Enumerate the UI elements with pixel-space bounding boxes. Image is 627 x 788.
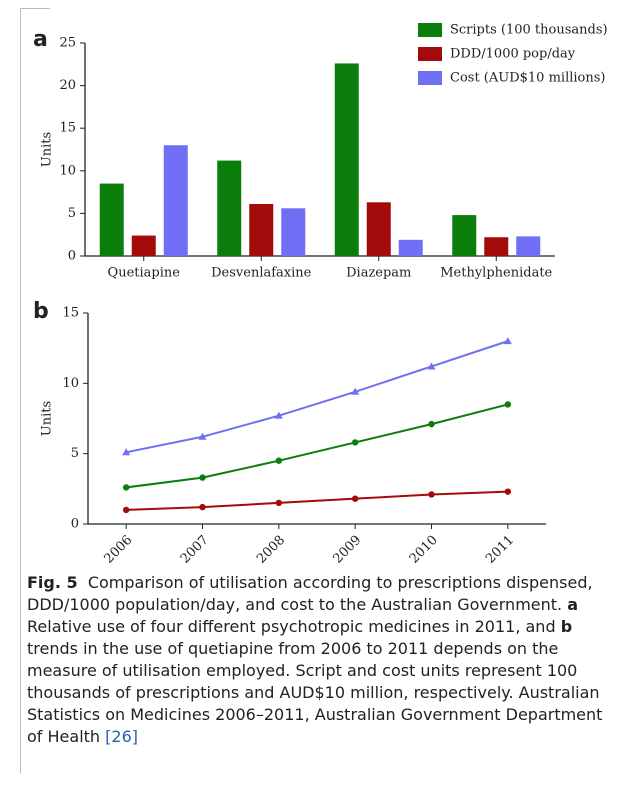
y-tick-label: 5 bbox=[71, 446, 79, 461]
x-tick-label: Diazepam bbox=[346, 266, 411, 281]
line bbox=[125, 340, 509, 454]
point bbox=[351, 495, 359, 502]
x-tick-label: Methylphenidate bbox=[440, 266, 552, 281]
bar bbox=[99, 183, 124, 256]
point bbox=[274, 411, 283, 419]
point bbox=[503, 337, 512, 345]
point bbox=[199, 474, 206, 481]
y-tick-label: 5 bbox=[68, 206, 76, 221]
frame-line bbox=[20, 8, 21, 773]
point bbox=[351, 387, 360, 395]
bar bbox=[484, 237, 509, 256]
y-tick-label: 0 bbox=[68, 249, 76, 264]
caption-bold: a bbox=[567, 595, 578, 614]
point bbox=[199, 503, 206, 511]
legend-swatch bbox=[418, 71, 442, 85]
caption-bold: b bbox=[560, 617, 573, 636]
y-tick-label: 15 bbox=[62, 306, 79, 321]
panel-label: b bbox=[33, 299, 49, 324]
bar bbox=[163, 145, 188, 256]
y-axis-label: Units bbox=[40, 401, 55, 436]
x-tick-label: Desvenlafaxine bbox=[211, 266, 312, 281]
legend-swatch bbox=[418, 23, 442, 37]
legend-label: DDD/1000 pop/day bbox=[450, 47, 576, 62]
x-tick-label: 2008 bbox=[254, 533, 288, 567]
point bbox=[122, 484, 130, 491]
legend-label: Scripts (100 thousands) bbox=[450, 23, 608, 38]
point bbox=[198, 432, 207, 440]
bar bbox=[281, 208, 306, 256]
x-tick-label: 2011 bbox=[483, 533, 517, 567]
bar bbox=[516, 236, 541, 256]
point bbox=[504, 401, 512, 408]
caption-normal: trends in the use of quetiapine from 200… bbox=[27, 617, 608, 746]
point bbox=[122, 448, 131, 456]
caption-bold: Fig. 5 bbox=[27, 573, 78, 592]
bar bbox=[217, 160, 242, 256]
y-tick-label: 10 bbox=[59, 163, 76, 178]
x-tick-label: 2009 bbox=[330, 533, 364, 567]
bar bbox=[131, 235, 156, 256]
line bbox=[126, 403, 509, 489]
caption-normal: Relative use of four different psychotro… bbox=[27, 595, 584, 636]
panel-label: a bbox=[33, 27, 48, 52]
line bbox=[126, 490, 508, 511]
y-tick-label: 15 bbox=[59, 121, 76, 136]
x-tick-label: 2010 bbox=[407, 533, 441, 567]
caption-normal: Comparison of utilisation according to p… bbox=[27, 573, 598, 614]
y-tick-label: 0 bbox=[71, 517, 79, 532]
bar bbox=[366, 202, 391, 256]
bar bbox=[398, 239, 423, 256]
point bbox=[275, 457, 283, 464]
x-tick-label: Quetiapine bbox=[108, 266, 181, 281]
legend-label: Cost (AUD$10 millions) bbox=[450, 71, 606, 86]
point bbox=[122, 506, 130, 514]
point bbox=[275, 499, 283, 507]
y-tick-label: 20 bbox=[59, 78, 76, 93]
point bbox=[428, 420, 435, 428]
y-tick-label: 10 bbox=[62, 376, 79, 391]
figure: a Units 0 5 10 15 20 25 Quetiapine Desvenlafaxine… bbox=[33, 23, 608, 567]
caption-link[interactable]: [26] bbox=[105, 727, 138, 746]
bar bbox=[334, 63, 359, 257]
bar bbox=[452, 215, 477, 256]
bar bbox=[249, 204, 274, 256]
legend-swatch bbox=[418, 47, 442, 61]
x-tick-label: 2006 bbox=[101, 533, 135, 567]
point bbox=[504, 488, 512, 495]
frame-line bbox=[20, 8, 50, 9]
y-tick-label: 25 bbox=[59, 36, 76, 51]
point bbox=[427, 362, 436, 370]
caption: Fig. 5 Comparison of utilisation accordi… bbox=[27, 572, 619, 748]
y-axis-label: Units bbox=[40, 132, 55, 167]
point bbox=[351, 439, 359, 446]
x-tick-label: 2007 bbox=[178, 533, 212, 567]
point bbox=[428, 491, 435, 498]
